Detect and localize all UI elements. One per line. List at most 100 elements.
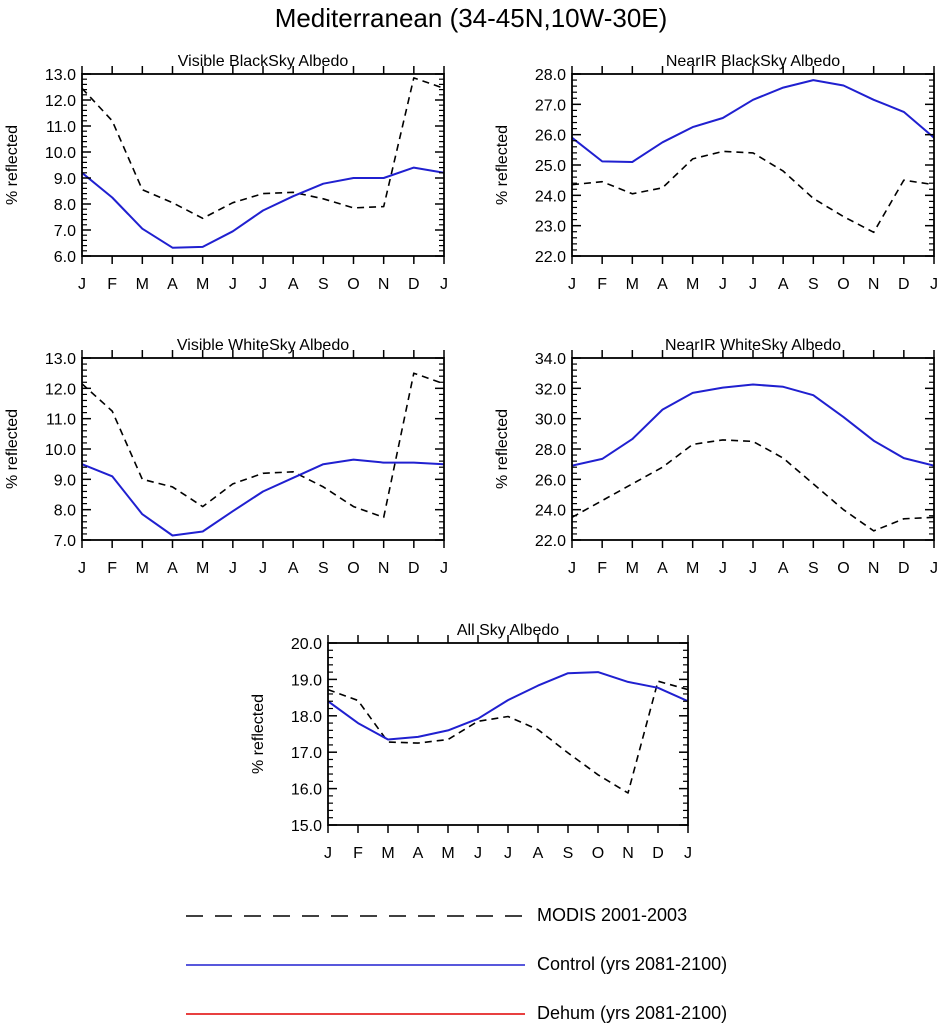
x-tick-label: J — [229, 276, 237, 293]
x-tick-label: D — [898, 276, 910, 293]
y-tick-label: 27.0 — [535, 97, 566, 114]
y-tick-label: 25.0 — [535, 158, 566, 175]
y-tick-label: 22.0 — [535, 533, 566, 550]
y-tick-label: 11.0 — [46, 119, 76, 136]
y-tick-label: 32.0 — [535, 381, 566, 398]
x-tick-label: M — [196, 560, 209, 577]
y-tick-label: 11.0 — [46, 412, 76, 429]
x-tick-label: S — [563, 845, 574, 862]
y-tick-label: 13.0 — [45, 351, 76, 368]
y-tick-label: 8.0 — [54, 197, 76, 214]
series-line-control — [572, 79, 934, 163]
series-line-modis — [572, 150, 934, 234]
x-tick-label: J — [229, 560, 237, 577]
x-tick-label: A — [167, 276, 178, 293]
x-tick-label: J — [749, 560, 757, 577]
chart-title: All Sky Albedo — [457, 622, 559, 639]
x-tick-label: N — [378, 560, 390, 577]
legend-label: MODIS 2001-2003 — [537, 905, 687, 925]
chart-vis-white: Visible WhiteSky Albedo % reflected 7.0 8.0… — [4, 337, 448, 577]
y-tick-label: 30.0 — [535, 412, 566, 429]
legend-label: Control (yrs 2081-2100) — [537, 954, 727, 974]
plot-frame — [81, 357, 445, 541]
y-tick-label: 8.0 — [54, 503, 76, 520]
x-tick-label: A — [778, 560, 789, 577]
series-line-control — [328, 671, 688, 741]
x-tick-label: N — [378, 276, 390, 293]
y-tick-label: 9.0 — [54, 171, 76, 188]
y-tick-label: 26.0 — [535, 128, 566, 145]
plot-frame — [81, 73, 445, 257]
x-tick-label: M — [136, 276, 149, 293]
y-tick-label: 6.0 — [54, 249, 76, 266]
x-tick-label: F — [597, 560, 607, 577]
x-tick-label: A — [167, 560, 178, 577]
y-tick-label: 12.0 — [45, 93, 76, 110]
x-tick-label: J — [259, 560, 267, 577]
x-tick-label: A — [778, 276, 789, 293]
chart-nir-white: NearIR WhiteSky Albedo % reflected 22.0 24.… — [494, 337, 938, 577]
x-tick-label: J — [568, 276, 576, 293]
x-tick-label: J — [684, 845, 692, 862]
x-tick-label: J — [78, 560, 86, 577]
series-line-modis — [572, 439, 934, 532]
y-tick-label: 24.0 — [535, 503, 566, 520]
x-tick-label: J — [749, 276, 757, 293]
y-axis-label: % reflected — [494, 125, 511, 205]
x-tick-label: J — [259, 276, 267, 293]
y-tick-label: 26.0 — [535, 472, 566, 489]
chart-all-sky: All Sky Albedo % reflected 15.0 16.0 17.0 18.… — [250, 622, 692, 862]
y-tick-label: 7.0 — [54, 533, 76, 550]
x-tick-label: M — [686, 276, 699, 293]
y-tick-label: 9.0 — [54, 472, 76, 489]
y-tick-label: 28.0 — [535, 442, 566, 459]
x-tick-label: M — [686, 560, 699, 577]
x-tick-label: D — [408, 560, 420, 577]
y-tick-label: 20.0 — [291, 636, 322, 653]
x-tick-label: M — [381, 845, 394, 862]
x-tick-label: S — [808, 560, 819, 577]
y-tick-label: 18.0 — [291, 709, 322, 726]
chart-title: Visible BlackSky Albedo — [178, 53, 349, 70]
x-tick-label: M — [626, 560, 639, 577]
chart-title: NearIR BlackSky Albedo — [666, 53, 840, 70]
x-tick-label: O — [837, 276, 849, 293]
y-tick-label: 17.0 — [291, 745, 322, 762]
y-tick-label: 10.0 — [45, 442, 76, 459]
x-tick-label: D — [652, 845, 664, 862]
y-tick-label: 19.0 — [291, 672, 322, 689]
chart-title: Visible WhiteSky Albedo — [177, 337, 349, 354]
series-line-control — [82, 458, 444, 537]
chart-title: NearIR WhiteSky Albedo — [665, 337, 841, 354]
x-tick-label: J — [930, 560, 938, 577]
y-tick-label: 13.0 — [45, 67, 76, 84]
x-tick-label: M — [441, 845, 454, 862]
x-tick-label: D — [408, 276, 420, 293]
x-tick-label: O — [347, 276, 359, 293]
x-tick-label: F — [107, 560, 117, 577]
x-tick-label: N — [868, 560, 880, 577]
x-tick-label: F — [597, 276, 607, 293]
y-tick-label: 28.0 — [535, 67, 566, 84]
x-tick-label: A — [533, 845, 544, 862]
x-tick-label: J — [568, 560, 576, 577]
x-tick-label: J — [474, 845, 482, 862]
y-tick-label: 12.0 — [45, 381, 76, 398]
y-tick-label: 24.0 — [535, 188, 566, 205]
series-line-modis — [82, 77, 444, 220]
figure-title: Mediterranean (34-45N,10W-30E) — [275, 3, 668, 33]
x-tick-label: S — [318, 560, 329, 577]
x-tick-label: J — [504, 845, 512, 862]
x-tick-label: S — [808, 276, 819, 293]
x-tick-label: N — [868, 276, 880, 293]
y-tick-label: 23.0 — [535, 219, 566, 236]
x-tick-label: A — [288, 276, 299, 293]
y-tick-label: 22.0 — [535, 249, 566, 266]
y-tick-label: 16.0 — [291, 782, 322, 799]
x-tick-label: F — [107, 276, 117, 293]
x-tick-label: J — [440, 560, 448, 577]
x-tick-label: J — [719, 276, 727, 293]
x-tick-label: A — [657, 560, 668, 577]
x-tick-label: O — [592, 845, 604, 862]
